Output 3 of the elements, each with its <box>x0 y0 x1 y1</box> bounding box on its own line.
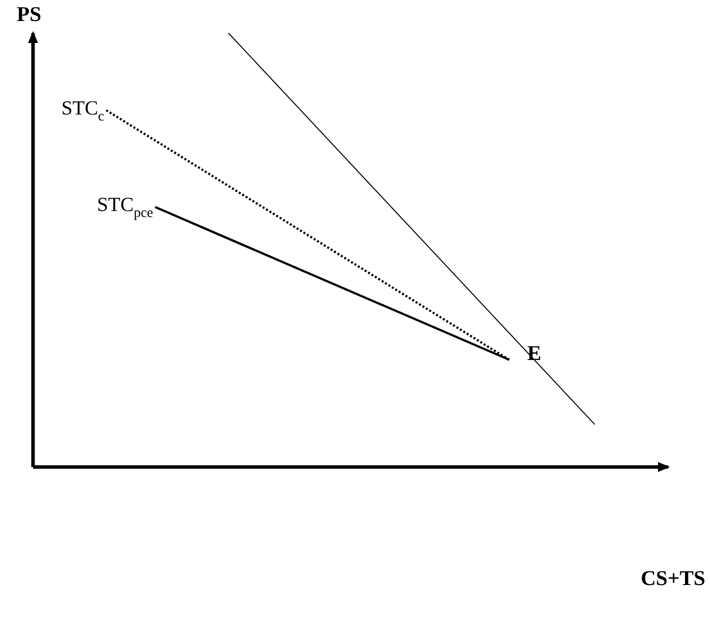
x-axis-title: CS+TS <box>640 566 706 590</box>
y-axis-title: PS <box>16 2 42 26</box>
annotation: E <box>527 340 542 365</box>
